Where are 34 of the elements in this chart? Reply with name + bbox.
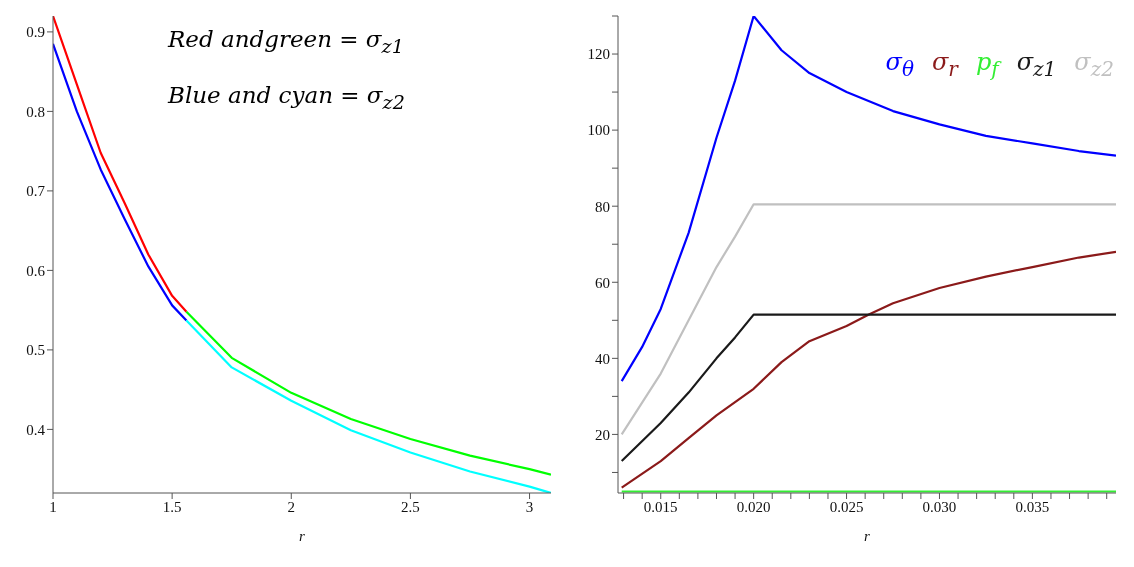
- x-tick-label: 0.025: [829, 498, 864, 515]
- x-axis-title: r: [299, 528, 306, 544]
- x-tick-label: 1.5: [162, 498, 182, 515]
- text: σ$_{r}$: [931, 48, 958, 81]
- y-tick-label: 60: [595, 274, 610, 291]
- x-tick-label: 2: [287, 498, 296, 515]
- line-series: [620, 313, 1116, 463]
- y-tick-label: 0.7: [26, 183, 46, 200]
- x-axis-title: r: [864, 528, 871, 544]
- y-tick-label: 80: [595, 198, 610, 215]
- x-tick-label: 2.5: [401, 498, 420, 515]
- y-tick-label: 0.9: [26, 24, 45, 41]
- x-tick-label: 0.015: [643, 498, 678, 515]
- y-tick-label: 0.4: [26, 421, 46, 438]
- y-tick-label: 100: [587, 122, 610, 139]
- text: σ$_{z1}$: [1016, 48, 1057, 81]
- y-tick-label: 0.6: [26, 262, 46, 279]
- annotation: Blue and cyan = σ$_{z2}$: [168, 82, 405, 114]
- y-tick-label: 20: [595, 426, 610, 443]
- y-tick-label: 40: [595, 350, 610, 367]
- y-tick-label: 0.8: [26, 103, 45, 120]
- text: σ$_{z2}$: [1074, 48, 1114, 81]
- line-series: [620, 250, 1116, 489]
- x-tick-label: 0.035: [1015, 498, 1050, 515]
- x-tick-label: 3: [525, 498, 534, 515]
- y-tick-label: 0.5: [26, 342, 45, 359]
- x-tick-label: 1: [49, 498, 57, 515]
- x-tick-label: 0.030: [922, 498, 957, 515]
- x-tick-label: 0.020: [736, 498, 771, 515]
- series-label: σ$_{θ}$: [885, 48, 914, 81]
- annotation: Red andgreen = σ$_{z1}$: [168, 26, 404, 58]
- line-series: [620, 203, 1116, 436]
- y-tick-label: 120: [587, 46, 610, 63]
- line-series: [620, 16, 1116, 383]
